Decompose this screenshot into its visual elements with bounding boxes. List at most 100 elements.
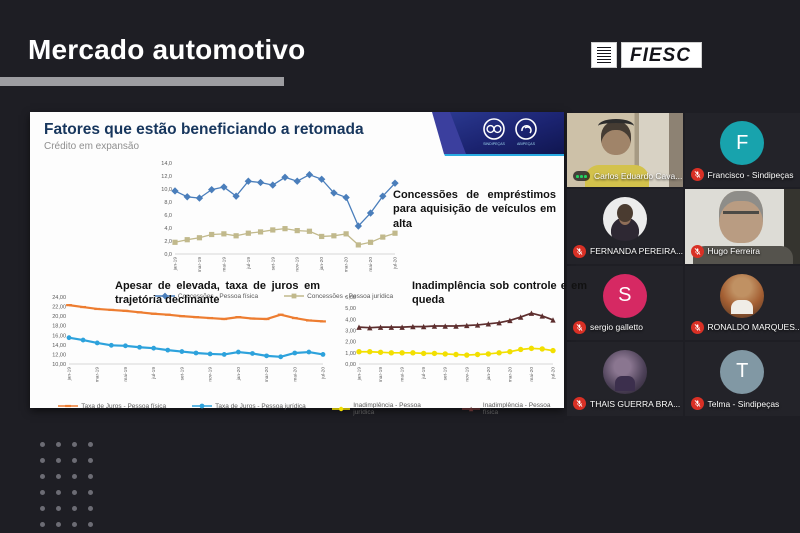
participant-name-row: Telma - Sindipeças xyxy=(690,397,779,410)
mic-muted-icon[interactable] xyxy=(690,397,704,410)
dot xyxy=(72,458,77,463)
mic-off-icon xyxy=(694,171,700,179)
svg-text:16,00: 16,00 xyxy=(52,333,66,339)
participant-tile-4[interactable]: Hugo Ferreira xyxy=(684,189,800,264)
chart-series xyxy=(171,171,399,230)
shared-screen-slide: Fatores que estão beneficiando a retomad… xyxy=(30,112,587,416)
mic-muted-icon[interactable] xyxy=(573,397,586,410)
participant-name-row: THAIS GUERRA BRA... xyxy=(573,397,680,410)
svg-text:jul-20: jul-20 xyxy=(321,367,327,380)
svg-text:nov-19: nov-19 xyxy=(208,367,214,382)
dot xyxy=(40,522,45,527)
chart-series xyxy=(66,335,326,360)
participant-name: THAIS GUERRA BRA... xyxy=(590,398,681,409)
mic-off-icon xyxy=(576,247,583,255)
svg-text:14,00: 14,00 xyxy=(52,343,66,349)
participant-grid: Carlos Eduardo Cava... F Francisco - Sindi… xyxy=(567,113,800,416)
mic-off-icon xyxy=(576,323,583,331)
participant-name-row: Hugo Ferreira xyxy=(690,244,760,258)
svg-text:4,00: 4,00 xyxy=(345,317,356,323)
participant-tile-7[interactable]: THAIS GUERRA BRA... xyxy=(567,341,683,416)
dot xyxy=(72,522,77,527)
svg-text:3,00: 3,00 xyxy=(345,329,356,335)
legend-swatch-icon xyxy=(284,293,305,299)
svg-text:6,00: 6,00 xyxy=(345,295,356,301)
svg-text:2,00: 2,00 xyxy=(345,340,356,346)
svg-text:20,00: 20,00 xyxy=(52,314,66,320)
svg-text:jul-19: jul-19 xyxy=(421,367,427,380)
fiesc-logo-mark-icon xyxy=(591,42,617,68)
participant-tile-6[interactable]: RONALDO MARQUES... xyxy=(684,265,800,340)
legend-swatch-icon xyxy=(461,406,480,412)
dot xyxy=(72,474,77,479)
dot xyxy=(56,506,61,511)
dot-grid-decoration xyxy=(40,442,93,527)
dot xyxy=(88,458,93,463)
svg-text:jul-19: jul-19 xyxy=(246,257,252,270)
svg-text:nov-19: nov-19 xyxy=(295,257,301,272)
mic-muted-icon[interactable] xyxy=(573,244,586,258)
svg-text:mai-20: mai-20 xyxy=(368,257,374,272)
svg-text:2,0: 2,0 xyxy=(164,239,172,245)
svg-text:10,0: 10,0 xyxy=(161,187,172,193)
chart-series xyxy=(66,304,326,323)
svg-text:8,0: 8,0 xyxy=(164,200,172,206)
legend-label: Taxa de Juros - Pessoa física xyxy=(81,402,167,410)
chart-series xyxy=(356,345,556,358)
banner-org-right: ABIPEÇAS xyxy=(517,142,536,146)
avatar-letter: S xyxy=(618,284,632,306)
svg-text:jan-20: jan-20 xyxy=(319,257,325,272)
svg-text:18,00: 18,00 xyxy=(52,324,66,330)
dot xyxy=(40,490,45,495)
dot xyxy=(88,442,93,447)
mic-muted-icon[interactable] xyxy=(690,168,704,182)
dot xyxy=(88,522,93,527)
mic-off-icon xyxy=(694,323,700,331)
svg-text:mai-20: mai-20 xyxy=(292,367,298,382)
svg-text:jan-19: jan-19 xyxy=(357,367,363,382)
svg-text:jan-20: jan-20 xyxy=(486,367,492,382)
svg-text:set-19: set-19 xyxy=(443,367,449,381)
svg-text:10,00: 10,00 xyxy=(52,362,66,368)
participant-tile-8[interactable]: T Telma - Sindipeças xyxy=(684,341,800,416)
svg-text:mai-19: mai-19 xyxy=(123,367,129,382)
svg-text:12,00: 12,00 xyxy=(52,352,66,358)
dot xyxy=(72,490,77,495)
dot xyxy=(40,506,45,511)
participant-tile-2[interactable]: F Francisco - Sindipeças xyxy=(684,113,800,188)
participant-name-row: sergio galletto xyxy=(573,320,643,334)
svg-text:0,0: 0,0 xyxy=(164,252,172,258)
participant-tile-3[interactable]: FERNANDA PEREIRA... xyxy=(567,189,683,264)
dot xyxy=(72,506,77,511)
chart-inadimplencia-title: Inadimplência sob controle e em queda xyxy=(412,280,587,306)
participant-tile-1[interactable]: Carlos Eduardo Cava... xyxy=(567,113,683,188)
svg-text:set-19: set-19 xyxy=(270,257,276,271)
mic-muted-icon[interactable] xyxy=(690,244,704,258)
svg-text:24,00: 24,00 xyxy=(52,295,66,301)
participant-name: Francisco - Sindipeças xyxy=(707,169,794,180)
participant-name-row: RONALDO MARQUES... xyxy=(690,320,800,334)
svg-text:22,00: 22,00 xyxy=(52,305,66,311)
chart-legend: Inadimplência - Pessoa jurídica Inadimplê… xyxy=(332,402,560,416)
dot xyxy=(56,442,61,447)
legend-label: Taxa de Juros - Pessoa jurídica xyxy=(215,402,306,410)
chart-plot-svg: 0,0 2,0 4,0 6,0 8,0 10,0 12,0 14,0 jan-19 mar-19 m… xyxy=(161,161,399,273)
svg-text:5,00: 5,00 xyxy=(345,306,356,312)
svg-text:mar-19: mar-19 xyxy=(197,257,203,273)
dot xyxy=(40,442,45,447)
chart-series xyxy=(172,226,398,248)
chart-taxa-juros: Apesar de elevada, taxa de juros em traj… xyxy=(36,278,328,410)
abipecas-logo-icon xyxy=(515,118,537,140)
mic-muted-icon[interactable] xyxy=(690,320,704,334)
svg-text:nov-19: nov-19 xyxy=(464,367,470,382)
avatar xyxy=(602,197,647,242)
slide-subtitle: Crédito em expansão xyxy=(44,141,140,152)
legend-item: Concessões - Pessoa física xyxy=(154,292,258,300)
dot xyxy=(40,474,45,479)
legend-item: Inadimplência - Pessoa física xyxy=(461,402,560,416)
mic-muted-icon[interactable] xyxy=(573,320,586,334)
svg-text:jul-20: jul-20 xyxy=(551,367,557,380)
avatar-letter: T xyxy=(736,360,749,383)
svg-text:mar-20: mar-20 xyxy=(264,367,270,383)
